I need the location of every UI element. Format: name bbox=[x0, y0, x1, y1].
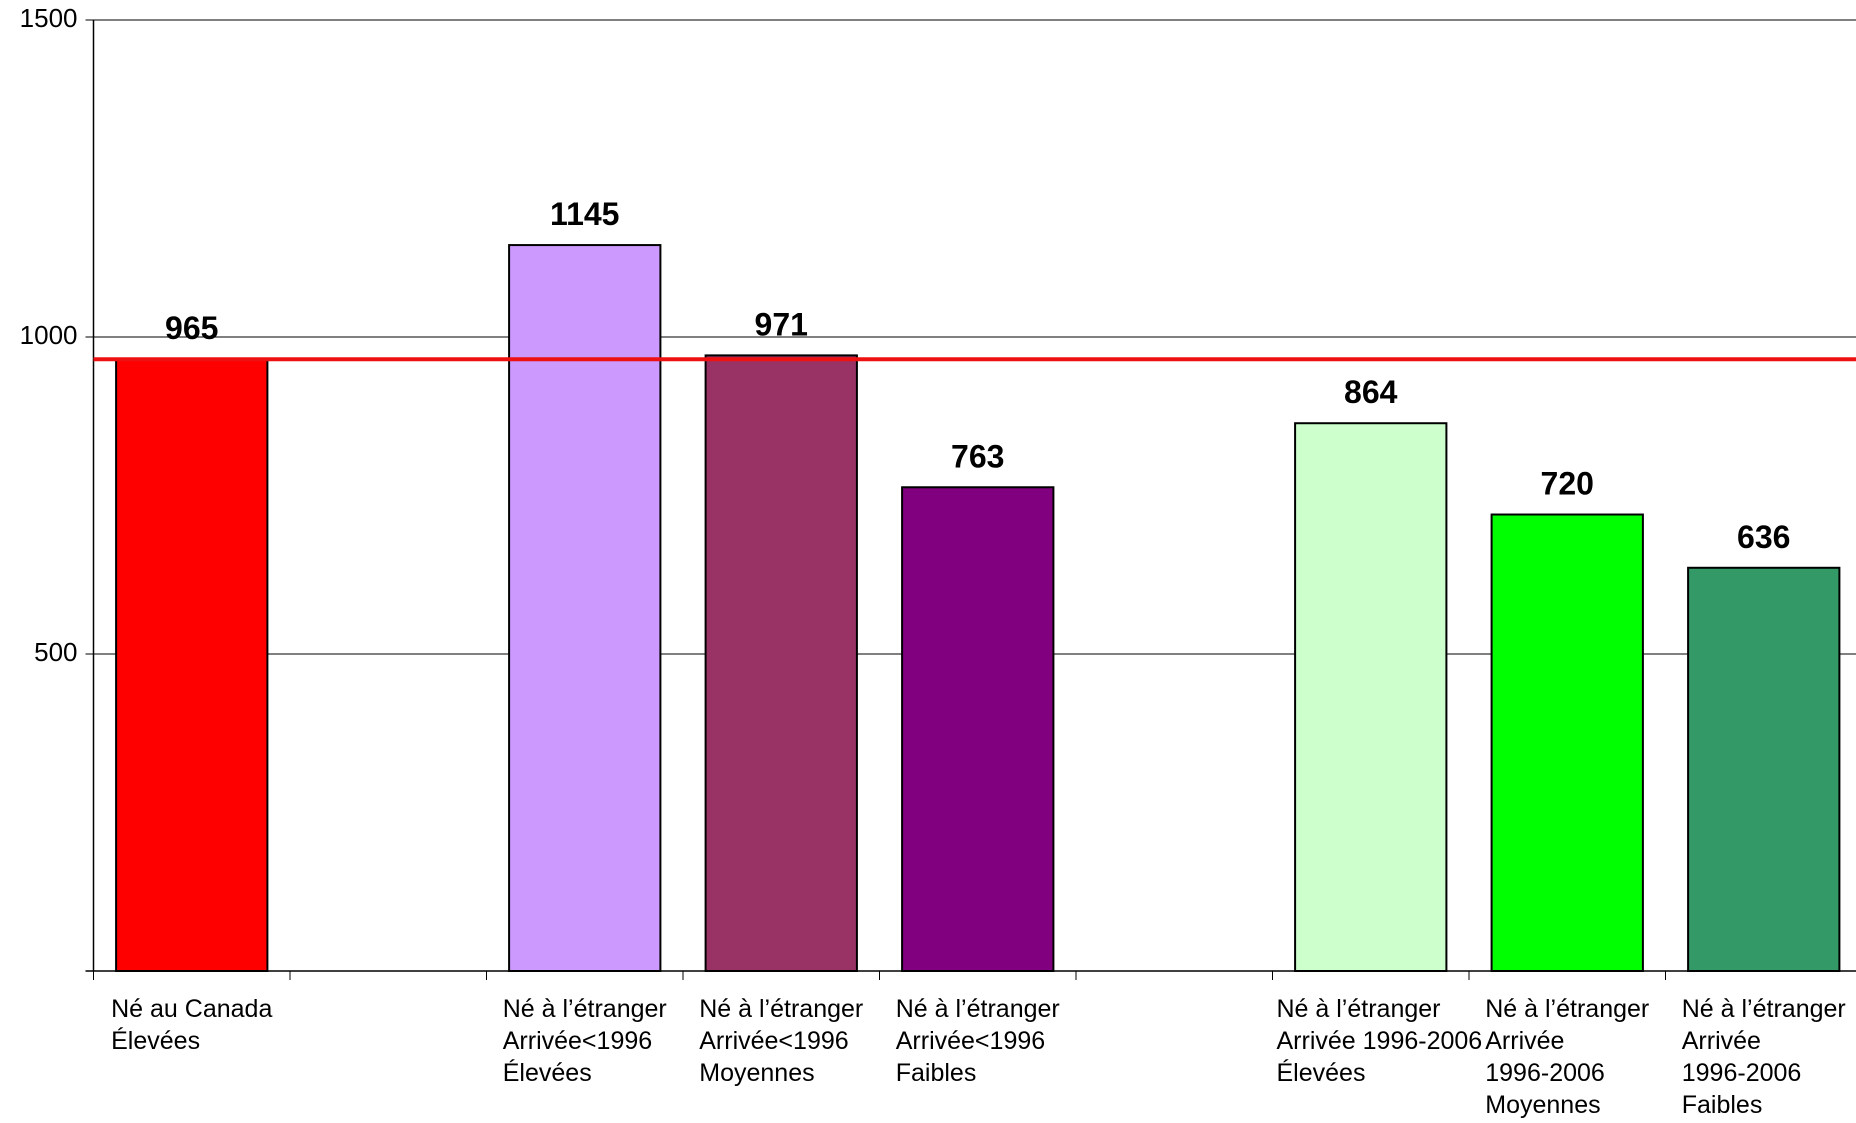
bar bbox=[508, 244, 662, 972]
x-tick-label: Né au Canada Élevées bbox=[111, 995, 273, 1055]
value-label: 864 bbox=[1344, 374, 1398, 410]
y-tick-label: 1500 bbox=[20, 3, 78, 33]
bar bbox=[1687, 566, 1841, 972]
bar bbox=[1490, 513, 1644, 973]
x-tick-label: Né à l’étranger Arrivée 1996-2006 Élevée… bbox=[1276, 995, 1483, 1087]
bar bbox=[115, 358, 269, 972]
bar bbox=[901, 486, 1055, 972]
x-tick-label: Né à l’étranger Arrivée<1996 Élevées bbox=[502, 995, 667, 1087]
x-tick-label: Né à l’étranger Arrivée 1996-2006 Faible… bbox=[1681, 995, 1846, 1119]
y-tick-label: 1000 bbox=[20, 320, 78, 350]
y-tick-label: 500 bbox=[34, 637, 77, 667]
x-tick-label: Né à l’étranger Arrivée 1996-2006 Moyenn… bbox=[1485, 995, 1650, 1119]
value-label: 1145 bbox=[550, 196, 619, 232]
bar bbox=[1294, 422, 1448, 972]
x-tick-label: Né à l’étranger Arrivée<1996 Moyennes bbox=[699, 995, 864, 1087]
value-label: 965 bbox=[165, 310, 218, 346]
value-label: 971 bbox=[755, 306, 808, 342]
bar bbox=[704, 354, 858, 972]
value-label: 763 bbox=[951, 438, 1004, 474]
x-tick-label: Né à l’étranger Arrivée<1996 Faibles bbox=[895, 995, 1060, 1087]
value-label: 636 bbox=[1737, 519, 1790, 555]
value-label: 720 bbox=[1541, 466, 1594, 502]
